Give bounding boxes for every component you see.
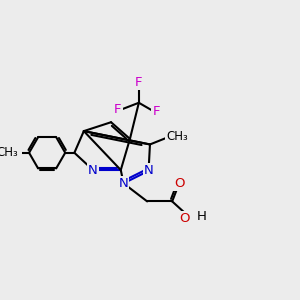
Text: H: H (197, 210, 207, 223)
Text: F: F (135, 76, 142, 89)
Text: N: N (88, 164, 98, 176)
Text: CH₃: CH₃ (166, 130, 188, 142)
Text: N: N (144, 164, 153, 177)
Text: F: F (152, 105, 160, 118)
Text: CH₃: CH₃ (0, 146, 19, 159)
Text: F: F (114, 103, 122, 116)
Text: O: O (174, 177, 184, 190)
Text: N: N (119, 177, 128, 190)
Text: O: O (179, 212, 190, 225)
